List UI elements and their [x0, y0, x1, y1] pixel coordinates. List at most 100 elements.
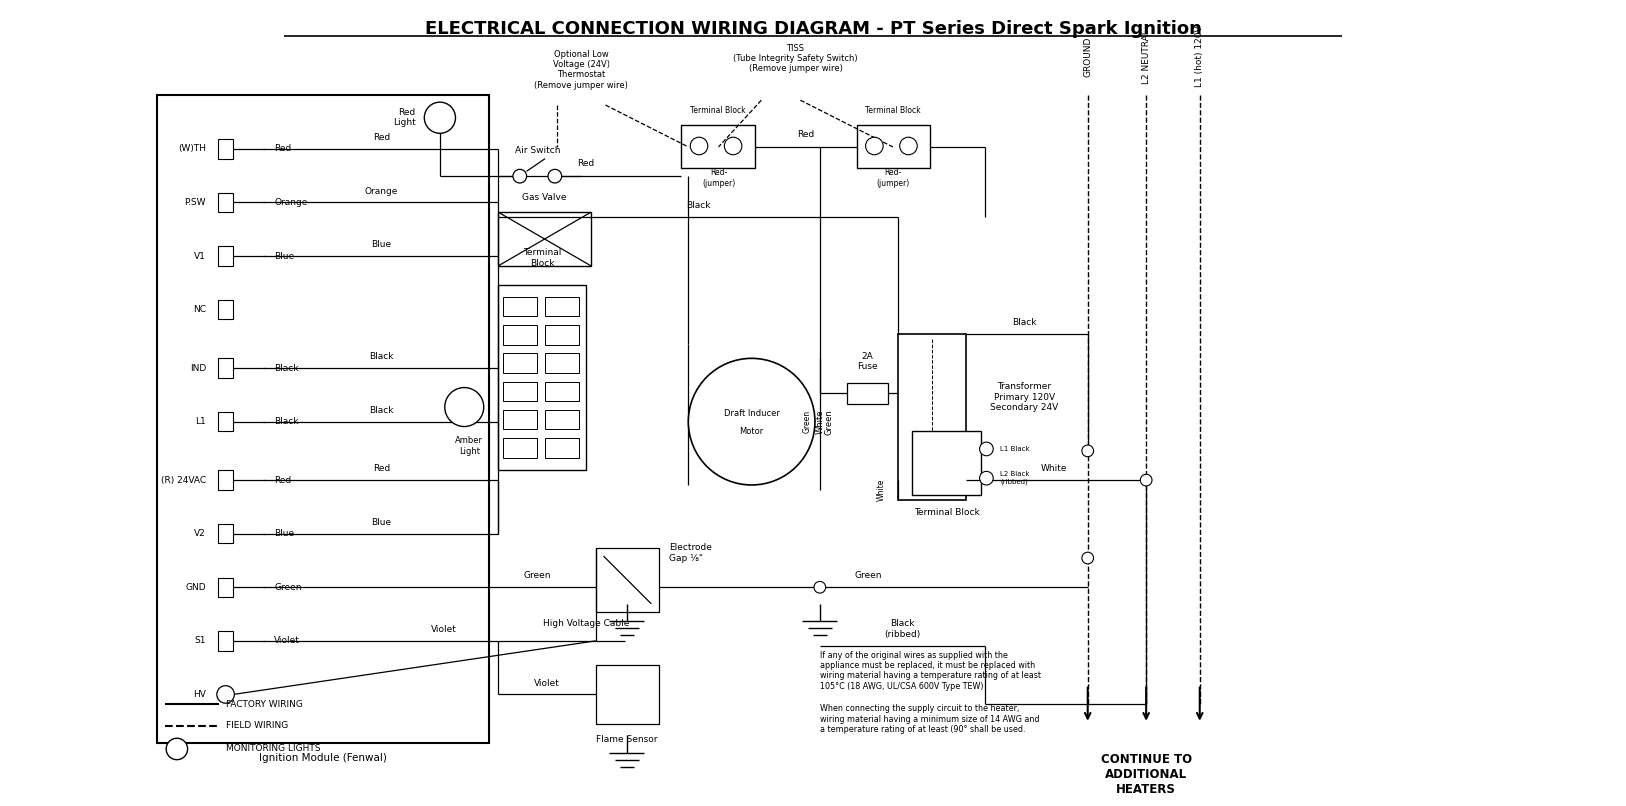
- Bar: [847, 383, 888, 404]
- Text: Blue: Blue: [275, 251, 294, 260]
- Text: Air Switch: Air Switch: [514, 146, 559, 155]
- Text: Terminal Block: Terminal Block: [865, 106, 920, 114]
- Text: Amber
Light: Amber Light: [455, 436, 483, 455]
- Text: L2 Black
(ribbed): L2 Black (ribbed): [1000, 472, 1029, 485]
- Circle shape: [688, 359, 815, 485]
- Text: Green: Green: [275, 583, 302, 592]
- Text: L1 (hot) 120V: L1 (hot) 120V: [1195, 26, 1205, 87]
- Circle shape: [166, 738, 187, 760]
- Text: Blue: Blue: [371, 518, 392, 527]
- Bar: [545, 297, 579, 317]
- Text: If any of the original wires as supplied with the
appliance must be replaced, it: If any of the original wires as supplied…: [820, 650, 1041, 691]
- Text: Gas Valve: Gas Valve: [522, 193, 566, 202]
- Text: Transformer
Primary 120V
Secondary 24V: Transformer Primary 120V Secondary 24V: [990, 382, 1059, 412]
- Bar: [912, 431, 980, 495]
- Text: Black: Black: [369, 352, 393, 361]
- Text: CONTINUE TO
ADDITIONAL
HEATERS: CONTINUE TO ADDITIONAL HEATERS: [1101, 753, 1192, 796]
- Text: Red
Light: Red Light: [393, 108, 416, 127]
- Bar: [545, 354, 579, 373]
- Bar: [218, 139, 234, 159]
- Bar: [218, 524, 234, 543]
- Bar: [898, 334, 966, 500]
- Text: Red: Red: [372, 133, 390, 142]
- Text: Black: Black: [1011, 318, 1037, 327]
- Text: (W)TH: (W)TH: [179, 144, 207, 153]
- Text: FIELD WIRING: FIELD WIRING: [226, 721, 288, 730]
- Text: FACTORY WIRING: FACTORY WIRING: [226, 700, 302, 708]
- Text: 2A
Fuse: 2A Fuse: [857, 351, 878, 371]
- Text: Black: Black: [686, 202, 711, 210]
- Text: Red: Red: [372, 464, 390, 473]
- Bar: [218, 247, 234, 266]
- Text: Blue: Blue: [275, 530, 294, 538]
- Bar: [502, 438, 537, 458]
- Text: L1 Black: L1 Black: [1000, 446, 1029, 452]
- Text: ELECTRICAL CONNECTION WIRING DIAGRAM - PT Series Direct Spark Ignition: ELECTRICAL CONNECTION WIRING DIAGRAM - P…: [424, 20, 1202, 39]
- Text: P.SW: P.SW: [185, 198, 207, 207]
- Circle shape: [899, 137, 917, 155]
- Circle shape: [1140, 474, 1151, 486]
- Bar: [595, 665, 659, 724]
- Bar: [218, 193, 234, 212]
- Text: GND: GND: [185, 583, 207, 592]
- Text: Red: Red: [275, 476, 291, 484]
- Circle shape: [691, 137, 707, 155]
- Bar: [502, 410, 537, 430]
- Text: Flame Sensor: Flame Sensor: [597, 735, 657, 744]
- Text: Terminal Block: Terminal Block: [689, 106, 745, 114]
- Text: Green: Green: [824, 409, 833, 434]
- Text: Black: Black: [275, 364, 299, 372]
- Circle shape: [1081, 445, 1094, 457]
- Text: Black: Black: [369, 406, 393, 415]
- Text: When connecting the supply circuit to the heater,
wiring material having a minim: When connecting the supply circuit to th…: [820, 704, 1039, 734]
- Text: (R) 24VAC: (R) 24VAC: [161, 476, 207, 484]
- Text: Draft Inducer: Draft Inducer: [724, 409, 779, 418]
- Text: Violet: Violet: [275, 637, 301, 646]
- Text: White: White: [1041, 464, 1067, 473]
- Circle shape: [979, 472, 993, 485]
- Bar: [218, 631, 234, 650]
- Text: TISS
(Tube Integrity Safety Switch)
(Remove jumper wire): TISS (Tube Integrity Safety Switch) (Rem…: [733, 44, 859, 73]
- Text: NC: NC: [193, 305, 207, 314]
- Circle shape: [865, 137, 883, 155]
- Circle shape: [979, 442, 993, 455]
- Circle shape: [446, 388, 485, 426]
- Text: S1: S1: [195, 637, 207, 646]
- Text: Optional Low
Voltage (24V)
Thermostat
(Remove jumper wire): Optional Low Voltage (24V) Thermostat (R…: [535, 49, 628, 89]
- Circle shape: [548, 169, 561, 183]
- Bar: [545, 382, 579, 401]
- Text: L2 NEUTRAL: L2 NEUTRAL: [1141, 29, 1151, 84]
- Text: V2: V2: [195, 530, 207, 538]
- Text: Red: Red: [275, 144, 291, 153]
- Text: High Voltage Cable: High Voltage Cable: [543, 620, 629, 629]
- Text: Red: Red: [798, 130, 815, 139]
- Bar: [498, 285, 585, 471]
- Text: Motor: Motor: [740, 427, 764, 436]
- Text: White: White: [815, 409, 824, 434]
- Bar: [498, 212, 590, 266]
- Circle shape: [724, 137, 741, 155]
- Bar: [857, 125, 930, 168]
- Bar: [595, 548, 659, 612]
- Text: Red-
(jumper): Red- (jumper): [702, 168, 735, 188]
- Circle shape: [424, 102, 455, 133]
- Text: Violet: Violet: [533, 679, 559, 688]
- Text: Green: Green: [855, 571, 883, 580]
- Bar: [158, 95, 488, 743]
- Text: Red: Red: [577, 160, 595, 168]
- Text: HV: HV: [193, 690, 207, 699]
- Circle shape: [512, 169, 527, 183]
- Circle shape: [1081, 552, 1094, 564]
- Bar: [218, 359, 234, 378]
- Bar: [545, 410, 579, 430]
- Bar: [545, 438, 579, 458]
- Bar: [502, 354, 537, 373]
- Text: GROUND: GROUND: [1083, 36, 1093, 77]
- Bar: [545, 326, 579, 345]
- Text: White: White: [876, 479, 886, 501]
- Text: Blue: Blue: [371, 240, 392, 249]
- Text: Orange: Orange: [275, 198, 307, 207]
- Text: Terminal Block: Terminal Block: [914, 509, 979, 517]
- Text: Red-
(jumper): Red- (jumper): [876, 168, 909, 188]
- Text: Green: Green: [524, 571, 551, 580]
